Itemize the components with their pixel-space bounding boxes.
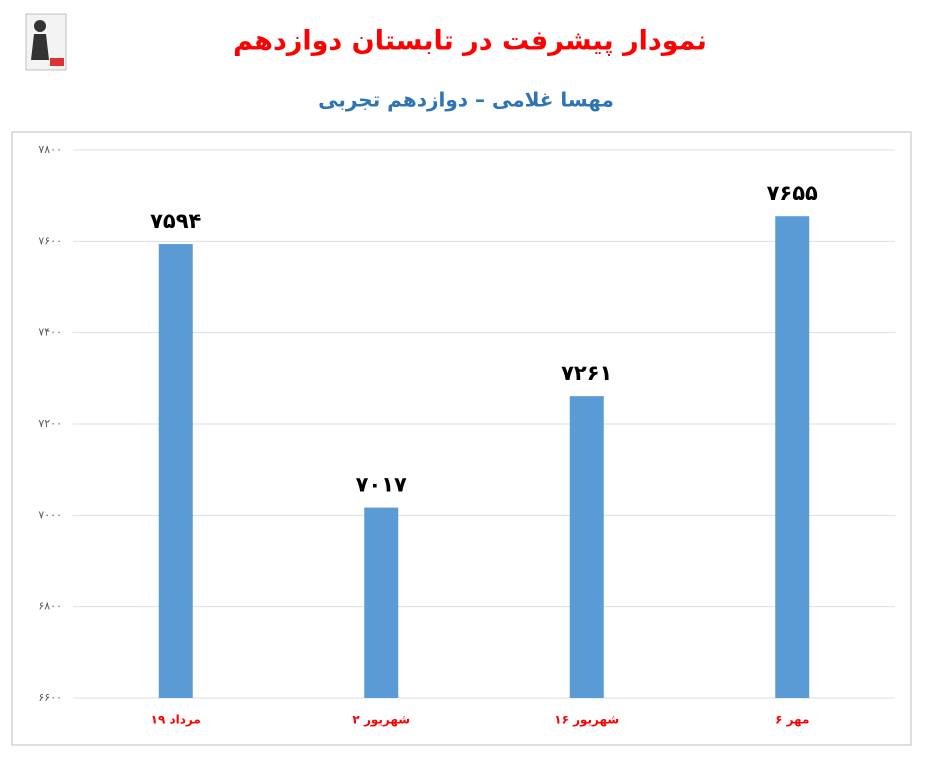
bar [775, 216, 810, 698]
y-tick-label: ۷۶۰۰ [38, 234, 62, 247]
value-label: ۷۲۶۱ [561, 361, 612, 385]
logo-badge [50, 58, 64, 66]
y-tick-label: ۷۰۰۰ [38, 508, 62, 521]
logo-head [34, 20, 46, 32]
value-label: ۷۶۵۵ [767, 181, 818, 205]
y-tick-label: ۷۸۰۰ [38, 143, 62, 156]
x-tick-label: ۱۶ شهریور [554, 713, 619, 728]
bar [158, 244, 193, 698]
y-tick-label: ۶۸۰۰ [38, 600, 62, 613]
y-tick-label: ۶۶۰۰ [38, 691, 62, 704]
y-tick-label: ۷۲۰۰ [38, 417, 62, 430]
bar [364, 507, 399, 698]
x-tick-label: ۲ شهریور [352, 713, 410, 728]
value-label: ۷۵۹۴ [150, 209, 201, 233]
logo [25, 13, 67, 71]
chart-title: نمودار پیشرفت در تابستان دوازدهم [233, 26, 707, 57]
x-tick-label: ۱۹ مرداد [151, 713, 201, 727]
logo-body [31, 34, 49, 60]
value-label: ۷۰۱۷ [356, 473, 407, 497]
y-tick-label: ۷۴۰۰ [38, 326, 62, 339]
bar [569, 396, 604, 698]
chart-frame [11, 131, 912, 746]
chart-subtitle: مهسا غلامی – دوازدهم تجربی [318, 88, 614, 112]
x-tick-label: ۶ مهر [775, 713, 809, 727]
